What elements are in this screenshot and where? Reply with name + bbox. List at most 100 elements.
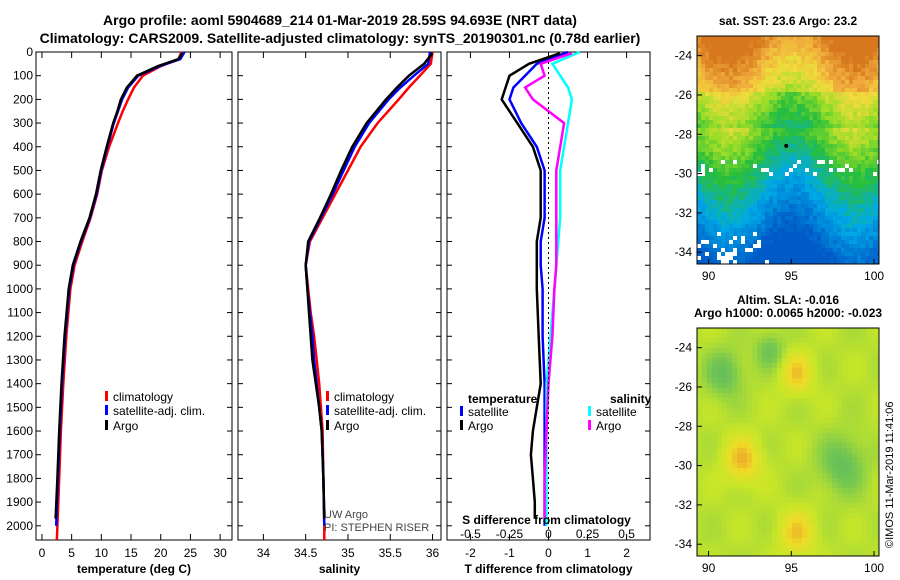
map-cell bbox=[845, 140, 850, 145]
map-cell bbox=[821, 100, 826, 105]
map-cell bbox=[817, 40, 822, 45]
map-cell bbox=[769, 260, 774, 265]
map-cell bbox=[822, 463, 828, 469]
map-cell bbox=[845, 120, 850, 125]
map-cell bbox=[713, 192, 718, 197]
map-cell bbox=[722, 358, 728, 364]
map-cell bbox=[821, 140, 826, 145]
map-cell bbox=[767, 523, 773, 529]
y-tick-label: -34 bbox=[675, 245, 693, 259]
map-cell bbox=[869, 196, 874, 201]
map-cell bbox=[761, 48, 766, 53]
map-cell bbox=[721, 124, 726, 129]
map-cell bbox=[807, 513, 813, 519]
y-tick-label: 1200 bbox=[6, 329, 33, 343]
map-cell bbox=[857, 543, 863, 549]
map-cell bbox=[877, 56, 880, 61]
map-cell bbox=[869, 220, 874, 225]
map-cell bbox=[705, 104, 710, 109]
map-cell bbox=[829, 256, 834, 261]
map-cell bbox=[862, 438, 868, 444]
map-cell bbox=[789, 176, 794, 181]
map-cell bbox=[717, 72, 722, 77]
map-cell bbox=[712, 398, 718, 404]
map-cell bbox=[807, 338, 813, 344]
map-cell bbox=[877, 228, 880, 233]
map-cell bbox=[721, 192, 726, 197]
map-cell bbox=[781, 224, 786, 229]
map-cell bbox=[733, 204, 738, 209]
map-cell bbox=[725, 104, 730, 109]
map-cell bbox=[845, 52, 850, 57]
map-cell bbox=[749, 116, 754, 121]
map-cell bbox=[697, 533, 703, 539]
map-cell bbox=[782, 433, 788, 439]
map-cell bbox=[749, 56, 754, 61]
map-cell bbox=[753, 248, 758, 253]
map-cell bbox=[841, 196, 846, 201]
map-cell bbox=[765, 176, 770, 181]
map-cell bbox=[813, 52, 818, 57]
map-cell bbox=[853, 160, 858, 165]
map-cell bbox=[761, 240, 766, 245]
map-cell bbox=[757, 333, 763, 339]
map-cell bbox=[733, 244, 738, 249]
map-cell bbox=[833, 144, 838, 149]
map-cell bbox=[741, 120, 746, 125]
map-cell bbox=[727, 333, 733, 339]
map-cell bbox=[832, 378, 838, 384]
x-tick-label: 90 bbox=[702, 269, 716, 283]
map-cell bbox=[877, 523, 880, 529]
map-cell bbox=[797, 383, 803, 389]
map-cell bbox=[749, 180, 754, 185]
map-cell bbox=[842, 368, 848, 374]
map-cell bbox=[787, 438, 793, 444]
map-cell bbox=[772, 518, 778, 524]
map-cell bbox=[869, 68, 874, 73]
map-cell bbox=[721, 84, 726, 89]
map-cell bbox=[785, 256, 790, 261]
map-cell bbox=[832, 503, 838, 509]
map-cell bbox=[749, 224, 754, 229]
map-cell bbox=[869, 120, 874, 125]
map-cell bbox=[705, 136, 710, 141]
map-cell bbox=[842, 498, 848, 504]
map-cell bbox=[705, 212, 710, 217]
sla-map-title-1: Altim. SLA: -0.016 bbox=[737, 293, 839, 307]
map-cell bbox=[729, 128, 734, 133]
map-cell bbox=[837, 533, 843, 539]
map-cell bbox=[702, 543, 708, 549]
map-cell bbox=[825, 216, 830, 221]
map-cell bbox=[762, 498, 768, 504]
map-cell bbox=[701, 60, 706, 65]
map-cell bbox=[867, 358, 873, 364]
map-cell bbox=[865, 120, 870, 125]
map-cell bbox=[841, 36, 846, 41]
map-cell bbox=[717, 413, 723, 419]
map-cell bbox=[867, 348, 873, 354]
map-cell bbox=[809, 204, 814, 209]
map-cell bbox=[737, 398, 743, 404]
map-cell bbox=[729, 148, 734, 153]
map-cell bbox=[753, 88, 758, 93]
map-cell bbox=[847, 503, 853, 509]
map-cell bbox=[827, 368, 833, 374]
map-cell bbox=[725, 68, 730, 73]
map-cell bbox=[812, 483, 818, 489]
map-cell bbox=[842, 443, 848, 449]
map-cell bbox=[872, 343, 878, 349]
map-cell bbox=[849, 76, 854, 81]
map-cell bbox=[701, 112, 706, 117]
map-cell bbox=[705, 100, 710, 105]
map-cell bbox=[705, 64, 710, 69]
sst-map-cells bbox=[697, 36, 880, 265]
map-cell bbox=[712, 483, 718, 489]
map-cell bbox=[841, 152, 846, 157]
map-cell bbox=[822, 528, 828, 534]
map-cell bbox=[752, 513, 758, 519]
map-cell bbox=[712, 528, 718, 534]
map-cell bbox=[825, 108, 830, 113]
map-cell bbox=[833, 216, 838, 221]
map-cell bbox=[733, 192, 738, 197]
map-cell bbox=[747, 508, 753, 514]
